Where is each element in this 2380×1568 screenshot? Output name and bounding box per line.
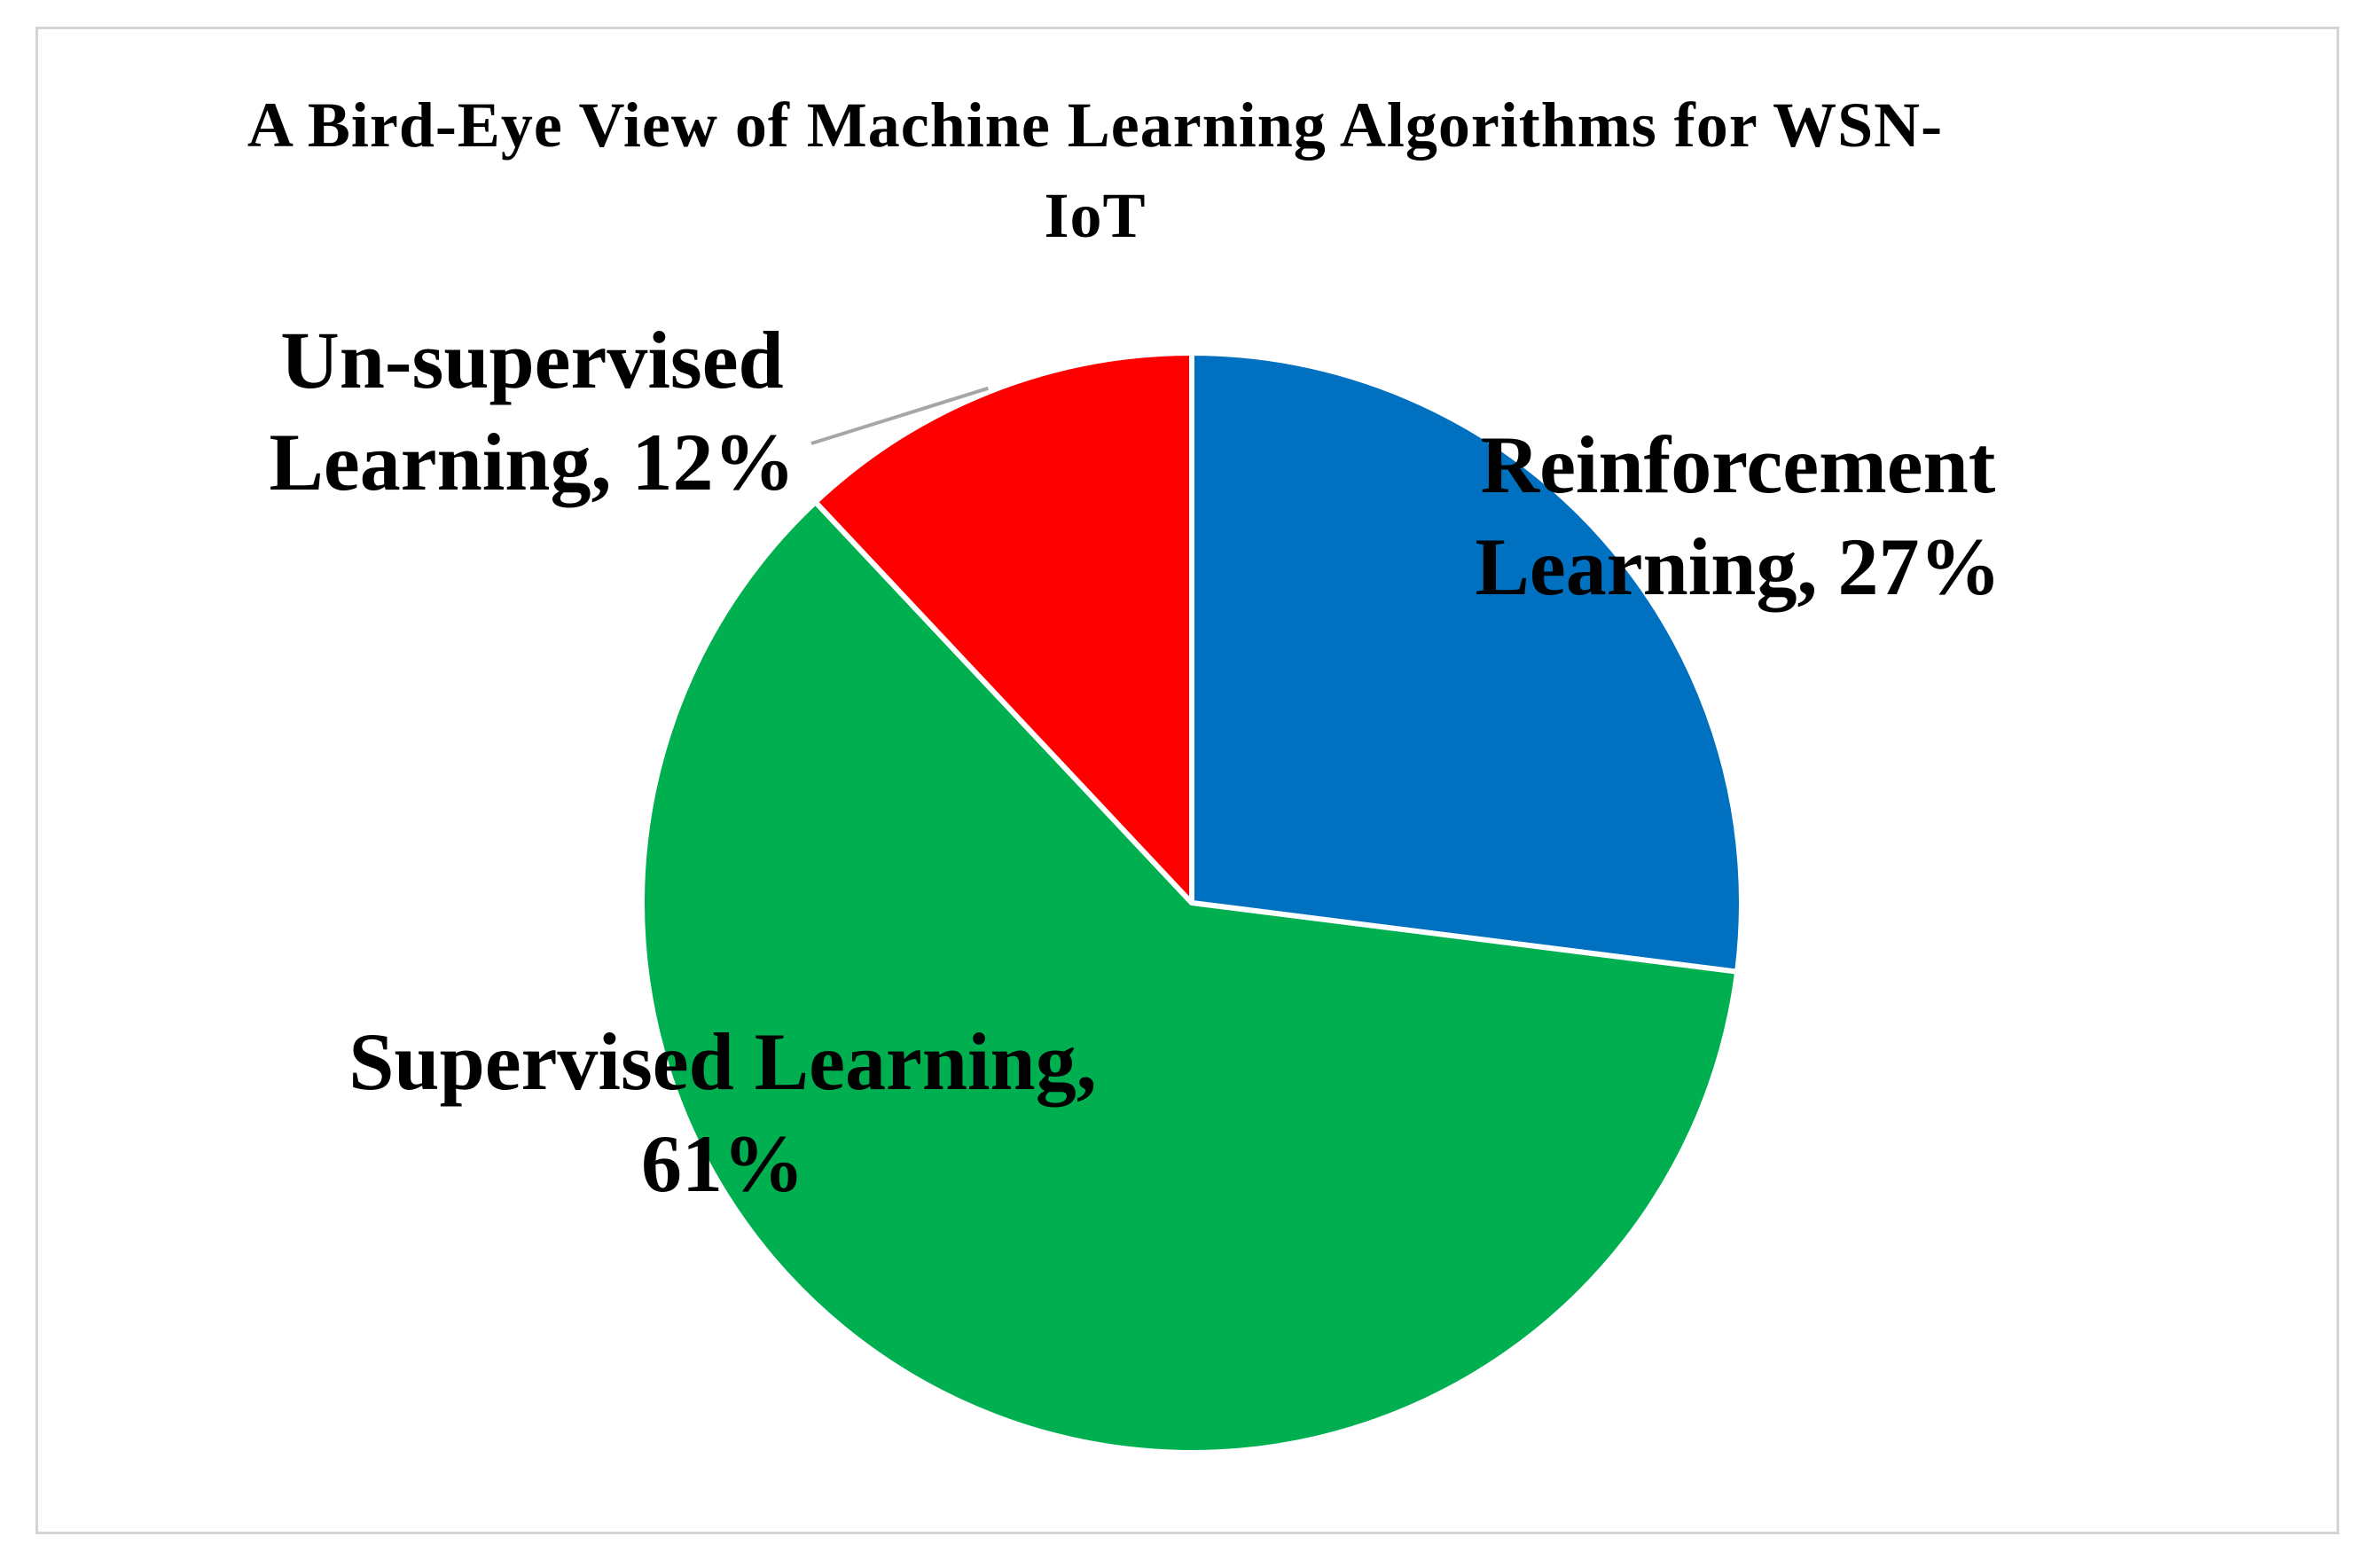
slice-label-line: 61% [641,1118,804,1209]
slice-label-un-supervised-learning: Un-supervised Learning, 12% [270,315,795,507]
slice-labels: Reinforcement Learning, 27% Supervised Lea… [270,315,2001,1209]
slice-label-line: Learning, 27% [1476,521,2001,612]
slice-label-line: Un-supervised [280,315,783,405]
pie-slices [639,350,1744,1455]
slice-label-line: Supervised Learning, [348,1016,1096,1107]
slice-label-line: Reinforcement [1481,419,1996,510]
pie-slice-supervised-learning [639,499,1741,1455]
chart-title: A Bird-Eye View of Machine Learning Algo… [247,90,1944,251]
leader-line-unsupervised [810,386,989,445]
slice-label-line: Learning, 12% [270,417,795,507]
slice-label-supervised-learning: Supervised Learning, 61% [348,1016,1096,1209]
pie-slice-un-supervised-learning [812,350,1194,906]
pie-slice-reinforcement-learning [1189,350,1744,975]
slice-label-reinforcement-learning: Reinforcement Learning, 27% [1476,419,2001,612]
